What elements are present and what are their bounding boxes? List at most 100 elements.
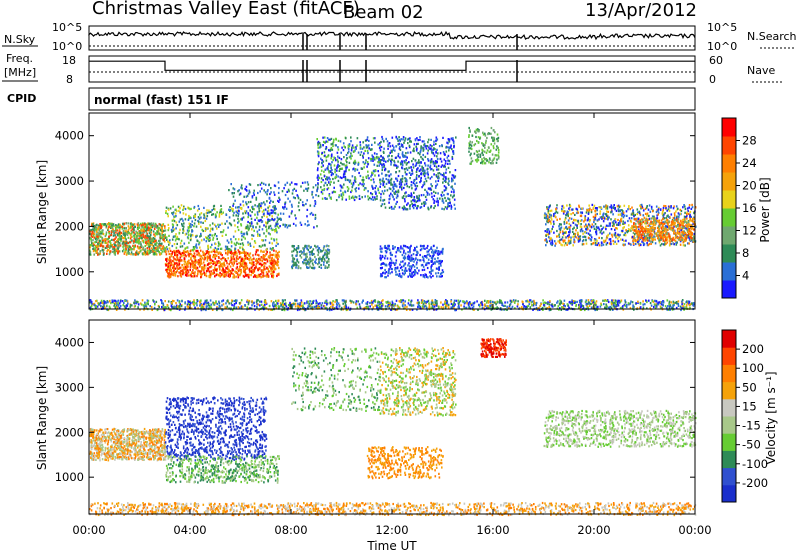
range-gate-cell: [307, 183, 310, 186]
range-gate-cell: [543, 214, 546, 217]
range-gate-cell: [251, 210, 253, 214]
range-gate-cell: [669, 243, 671, 246]
range-gate-cell: [119, 223, 121, 226]
range-gate-cell: [397, 155, 399, 158]
range-gate-cell: [122, 233, 125, 236]
range-gate-cell: [392, 148, 394, 151]
range-gate-cell: [309, 265, 311, 268]
range-gate-cell: [185, 232, 188, 235]
range-gate-cell: [104, 223, 107, 226]
range-gate-cell: [281, 190, 284, 193]
range-gate-cell: [411, 187, 413, 190]
range-gate-cell: [355, 196, 358, 199]
range-gate-cell: [217, 256, 220, 259]
range-gate-cell: [404, 267, 407, 270]
range-gate-cell: [595, 238, 597, 241]
range-gate-cell: [613, 224, 615, 228]
range-gate-cell: [262, 257, 264, 260]
range-gate-cell: [291, 205, 293, 208]
range-gate-cell: [413, 143, 416, 146]
range-gate-cell: [158, 239, 160, 242]
range-gate-cell: [383, 262, 386, 265]
range-gate-cell: [493, 142, 496, 145]
range-gate-cell: [432, 169, 435, 172]
range-gate-cell: [231, 261, 233, 264]
range-gate-cell: [441, 144, 443, 147]
range-gate-cell: [395, 273, 397, 276]
range-gate-cell: [410, 173, 413, 176]
range-gate-cell: [271, 256, 273, 259]
range-gate-cell: [441, 275, 443, 278]
range-gate-cell: [373, 152, 376, 155]
range-gate-cell: [397, 160, 399, 163]
range-gate-cell: [190, 207, 192, 210]
range-gate-cell: [245, 263, 248, 266]
range-gate-cell: [125, 241, 128, 244]
range-gate-cell: [412, 264, 414, 267]
range-gate-cell: [268, 225, 270, 228]
range-gate-cell: [401, 177, 404, 180]
range-gate-cell: [428, 262, 430, 265]
range-gate-cell: [377, 187, 379, 190]
range-gate-cell: [632, 213, 634, 216]
range-gate-cell: [373, 181, 375, 184]
range-gate-cell: [129, 237, 132, 240]
range-gate-cell: [176, 235, 179, 238]
range-gate-cell: [257, 257, 260, 261]
range-gate-cell: [378, 157, 380, 160]
range-gate-cell: [644, 212, 647, 215]
range-gate-cell: [142, 236, 145, 239]
range-gate-cell: [264, 239, 267, 242]
range-gate-cell: [382, 177, 384, 180]
range-gate-cell: [361, 183, 363, 186]
range-gate-cell: [409, 205, 411, 208]
range-gate-cell: [99, 243, 102, 246]
range-gate-cell: [236, 211, 239, 214]
range-gate-cell: [641, 206, 644, 209]
range-gate-cell: [312, 196, 314, 199]
range-gate-cell: [235, 206, 237, 209]
range-gate-cell: [420, 248, 423, 251]
range-gate-cell: [196, 266, 199, 269]
range-gate-cell: [422, 168, 424, 171]
range-gate-cell: [186, 264, 189, 267]
range-gate-cell: [309, 213, 312, 216]
range-gate-cell: [256, 261, 258, 264]
range-gate-cell: [675, 241, 677, 244]
range-gate-cell: [329, 148, 332, 151]
range-gate-cell: [383, 185, 386, 188]
range-gate-cell: [435, 272, 437, 275]
range-gate-cell: [152, 230, 155, 233]
range-gate-cell: [94, 248, 97, 251]
range-gate-cell: [374, 169, 377, 172]
range-gate-cell: [175, 215, 177, 218]
range-gate-cell: [336, 158, 339, 161]
range-gate-cell: [137, 247, 140, 250]
range-gate-cell: [240, 223, 242, 226]
range-gate-cell: [194, 245, 196, 249]
range-gate-cell: [550, 230, 552, 233]
range-gate-cell: [201, 267, 203, 270]
range-gate-cell: [404, 168, 406, 171]
range-gate-cell: [414, 249, 417, 252]
range-gate-cell: [409, 269, 412, 272]
range-gate-cell: [419, 253, 421, 257]
range-gate-cell: [367, 170, 369, 173]
range-gate-cell: [96, 223, 98, 226]
range-gate-cell: [136, 235, 138, 238]
range-gate-cell: [573, 226, 575, 229]
range-gate-cell: [351, 186, 354, 189]
range-gate-cell: [253, 189, 255, 192]
range-gate-cell: [96, 250, 98, 253]
range-gate-cell: [173, 271, 176, 274]
range-gate-cell: [300, 250, 302, 253]
range-gate-cell: [488, 146, 490, 149]
range-gate-cell: [274, 218, 276, 221]
range-gate-cell: [419, 249, 422, 252]
range-gate-cell: [655, 210, 658, 214]
range-gate-cell: [158, 246, 161, 249]
range-gate-cell: [496, 158, 498, 161]
range-gate-cell: [320, 266, 323, 269]
range-gate-cell: [347, 179, 350, 182]
range-gate-cell: [448, 140, 450, 143]
